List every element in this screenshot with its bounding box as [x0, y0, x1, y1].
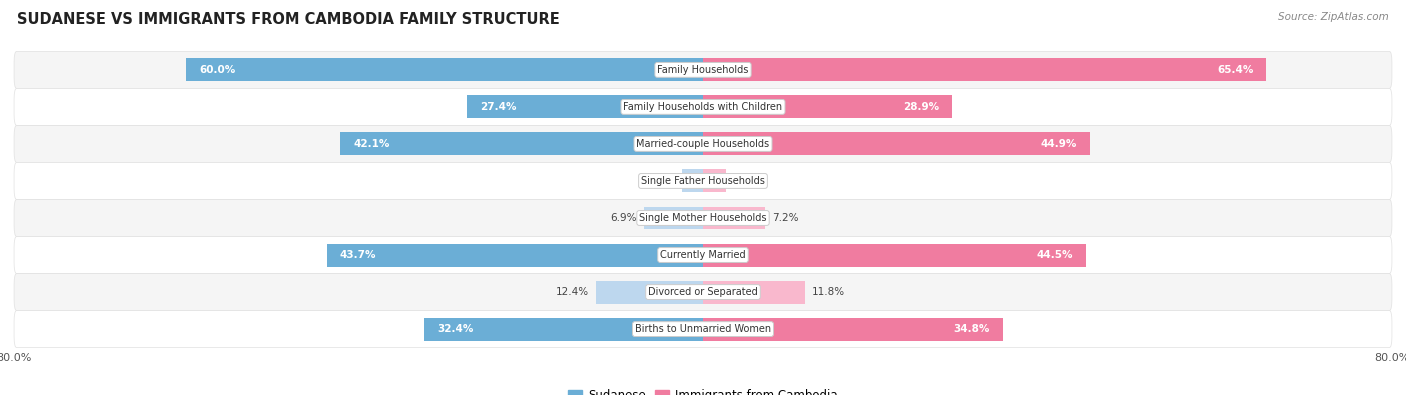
Text: 44.9%: 44.9% [1040, 139, 1077, 149]
Text: 65.4%: 65.4% [1218, 65, 1253, 75]
Bar [467, 96, 703, 118]
Bar [703, 280, 804, 303]
Bar [644, 207, 703, 229]
Text: 60.0%: 60.0% [200, 65, 235, 75]
Bar [703, 169, 727, 192]
FancyBboxPatch shape [14, 273, 1392, 310]
Text: 2.7%: 2.7% [733, 176, 759, 186]
Bar [682, 169, 703, 192]
Bar [703, 244, 1087, 267]
Text: Family Households: Family Households [658, 65, 748, 75]
FancyBboxPatch shape [14, 237, 1392, 273]
Text: 32.4%: 32.4% [437, 324, 474, 334]
Bar [186, 58, 703, 81]
FancyBboxPatch shape [14, 51, 1392, 88]
Text: Divorced or Separated: Divorced or Separated [648, 287, 758, 297]
Text: Births to Unmarried Women: Births to Unmarried Women [636, 324, 770, 334]
Bar [703, 207, 765, 229]
Text: SUDANESE VS IMMIGRANTS FROM CAMBODIA FAMILY STRUCTURE: SUDANESE VS IMMIGRANTS FROM CAMBODIA FAM… [17, 12, 560, 27]
Text: 12.4%: 12.4% [557, 287, 589, 297]
FancyBboxPatch shape [14, 126, 1392, 162]
Text: 6.9%: 6.9% [610, 213, 637, 223]
Bar [703, 58, 1267, 81]
Text: 11.8%: 11.8% [811, 287, 845, 297]
FancyBboxPatch shape [14, 199, 1392, 237]
Bar [703, 96, 952, 118]
Bar [326, 244, 703, 267]
Text: 44.5%: 44.5% [1036, 250, 1073, 260]
Text: 2.4%: 2.4% [650, 176, 675, 186]
Text: 28.9%: 28.9% [903, 102, 939, 112]
Bar [596, 280, 703, 303]
Bar [340, 132, 703, 155]
Text: Single Father Households: Single Father Households [641, 176, 765, 186]
Text: Source: ZipAtlas.com: Source: ZipAtlas.com [1278, 12, 1389, 22]
Text: 43.7%: 43.7% [340, 250, 375, 260]
Text: Single Mother Households: Single Mother Households [640, 213, 766, 223]
Legend: Sudanese, Immigrants from Cambodia: Sudanese, Immigrants from Cambodia [564, 384, 842, 395]
Bar [425, 318, 703, 340]
FancyBboxPatch shape [14, 162, 1392, 199]
Text: Family Households with Children: Family Households with Children [623, 102, 783, 112]
Text: 34.8%: 34.8% [953, 324, 990, 334]
FancyBboxPatch shape [14, 310, 1392, 348]
Text: 27.4%: 27.4% [479, 102, 516, 112]
FancyBboxPatch shape [14, 88, 1392, 126]
Bar [703, 132, 1090, 155]
Text: Married-couple Households: Married-couple Households [637, 139, 769, 149]
Text: Currently Married: Currently Married [661, 250, 745, 260]
Text: 42.1%: 42.1% [353, 139, 389, 149]
Text: 7.2%: 7.2% [772, 213, 799, 223]
Bar [703, 318, 1002, 340]
